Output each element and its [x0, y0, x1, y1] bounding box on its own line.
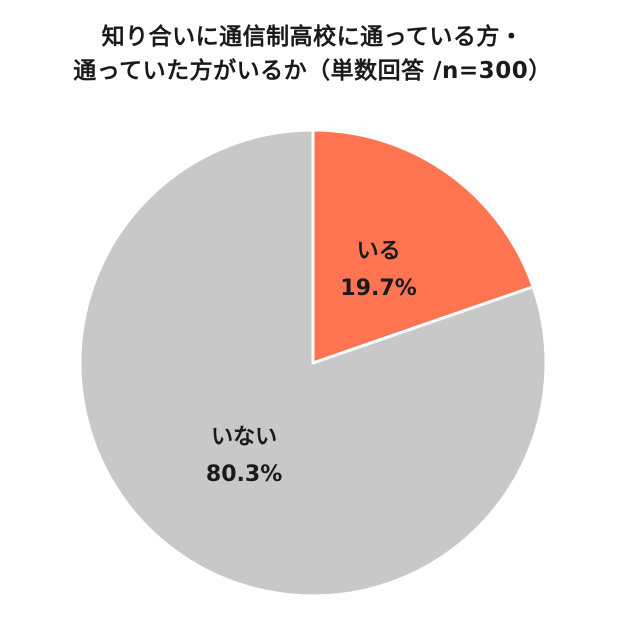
chart-title: 知り合いに通信制高校に通っている方・ 通っていた方がいるか（単数回答 /n=30… [0, 20, 625, 88]
chart-title-line-1: 知り合いに通信制高校に通っている方・ [101, 24, 524, 50]
slice-label-yes: いる [357, 239, 401, 264]
slice-value-no: 80.3% [206, 462, 282, 487]
slice-value-yes: 19.7% [340, 276, 416, 301]
slice-label-no: いない [211, 425, 277, 450]
pie-slice-no [78, 128, 548, 598]
chart-title-line-2: 通っていた方がいるか（単数回答 /n=300） [73, 58, 552, 84]
